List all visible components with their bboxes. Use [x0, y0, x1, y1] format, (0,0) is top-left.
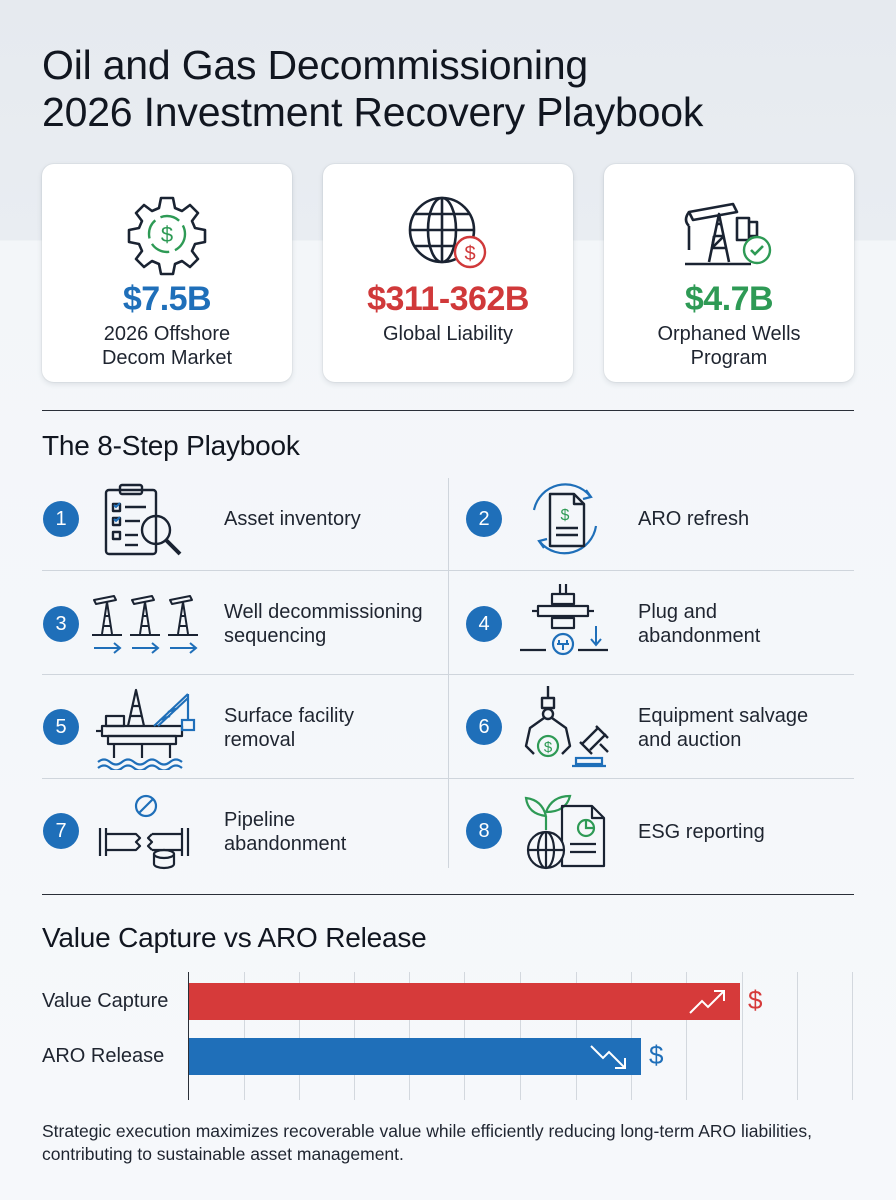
gridline	[244, 972, 245, 1100]
stat-label-line-1: Global Liability	[382, 323, 514, 345]
step-label-line-1: Plug and	[638, 601, 717, 623]
gridline	[797, 972, 798, 1100]
divider	[42, 894, 854, 895]
stat-label-line-1: 2026 Offshore	[103, 323, 231, 345]
page-title-line-2: 2026 Investment Recovery Playbook	[42, 89, 704, 135]
step-number-6: 6	[466, 709, 502, 745]
wellhead-plug-icon	[516, 582, 612, 667]
bar-dollar-0: $	[748, 985, 763, 1015]
step-label-3: Well decommissioning sequencing	[224, 600, 423, 648]
bar-0	[189, 983, 740, 1020]
step-number-1: 1	[43, 501, 79, 537]
trend-down-icon	[590, 1045, 626, 1069]
y-axis-line	[188, 972, 189, 1100]
grid-divider	[448, 478, 449, 868]
document-refresh-icon: $	[520, 480, 610, 565]
step-label-line-1: ARO refresh	[638, 508, 750, 530]
step-label-line-2: and auction	[638, 729, 742, 751]
step-label-1: Asset inventory	[224, 507, 361, 531]
globe-dollar-icon: $	[323, 192, 573, 274]
stat-value: $311-362B	[367, 280, 529, 318]
stat-card-offshore-market: $ $7.5B 2026 Offshore Decom Market	[42, 164, 292, 382]
svg-text:$: $	[464, 243, 475, 265]
gridline	[852, 972, 853, 1100]
step-label-6: Equipment salvage and auction	[638, 704, 808, 752]
step-label-line-2: sequencing	[224, 625, 327, 647]
pipeline-cut-icon	[92, 792, 202, 879]
gridline	[631, 972, 632, 1100]
gridline	[576, 972, 577, 1100]
stat-value: $7.5B	[122, 280, 212, 318]
well-sequence-icon	[90, 590, 206, 665]
stat-label: 2026 Offshore Decom Market	[52, 322, 282, 370]
step-label-2: ARO refresh	[638, 507, 749, 531]
step-label-line-1: Asset inventory	[224, 508, 361, 530]
stat-label-line-2: Decom Market	[101, 347, 233, 369]
trend-up-icon	[689, 990, 725, 1014]
step-label-4: Plug and abandonment	[638, 600, 760, 648]
stat-card-orphaned-wells: $4.7B Orphaned Wells Program	[604, 164, 854, 382]
bar-1	[189, 1038, 641, 1075]
stat-label-line-2: Program	[690, 347, 768, 369]
step-label-line-2: removal	[224, 729, 296, 751]
gridline	[686, 972, 687, 1100]
stat-card-global-liability: $ $311-362B Global Liability	[323, 164, 573, 382]
page-title: Oil and Gas Decommissioning 2026 Investm…	[42, 42, 862, 136]
svg-text:$: $	[161, 222, 173, 247]
gear-dollar-icon: $	[42, 192, 292, 276]
gridline	[520, 972, 521, 1100]
footnote: Strategic execution maximizes recoverabl…	[42, 1121, 813, 1164]
leaf-globe-report-icon	[520, 790, 616, 877]
step-label-line-1: Equipment salvage	[638, 705, 809, 727]
stat-value: $4.7B	[684, 280, 774, 318]
offshore-platform-crane-icon	[94, 686, 204, 775]
clipboard-search-icon	[100, 482, 190, 567]
bar-label-0: Value Capture	[42, 990, 169, 1012]
step-label-7: Pipeline abandonment	[224, 808, 346, 856]
stat-label: Global Liability	[333, 322, 563, 346]
gridline	[299, 972, 300, 1100]
stat-label: Orphaned Wells Program	[614, 322, 844, 370]
step-number-3: 3	[43, 606, 79, 642]
step-number-7: 7	[43, 813, 79, 849]
step-label-line-1: ESG reporting	[638, 821, 765, 843]
step-label-line-1: Pipeline	[224, 809, 296, 831]
stat-label-line-1: Orphaned Wells	[657, 323, 801, 345]
playbook-heading: The 8-Step Playbook	[42, 430, 300, 461]
step-label-8: ESG reporting	[638, 820, 765, 844]
gridline	[409, 972, 410, 1100]
page-title-line-1: Oil and Gas Decommissioning	[42, 42, 589, 88]
svg-text:$: $	[544, 739, 553, 756]
step-label-line-1: Surface facility	[224, 705, 355, 727]
step-label-line-2: abandonment	[224, 833, 347, 855]
divider	[42, 410, 854, 411]
step-number-2: 2	[466, 501, 502, 537]
step-label-line-1: Well decommissioning	[224, 601, 423, 623]
claw-gavel-icon: $	[518, 684, 622, 777]
step-number-4: 4	[466, 606, 502, 642]
step-number-8: 8	[466, 813, 502, 849]
gridline	[354, 972, 355, 1100]
bar-dollar-1: $	[649, 1040, 664, 1070]
step-label-line-2: abandonment	[638, 625, 761, 647]
gridline	[742, 972, 743, 1100]
step-number-5: 5	[43, 709, 79, 745]
step-label-5: Surface facility removal	[224, 704, 354, 752]
chart-title: Value Capture vs ARO Release	[42, 922, 427, 953]
bar-label-1: ARO Release	[42, 1045, 165, 1067]
svg-text:$: $	[561, 507, 570, 524]
gridline	[464, 972, 465, 1100]
pumpjack-check-icon	[604, 192, 854, 274]
